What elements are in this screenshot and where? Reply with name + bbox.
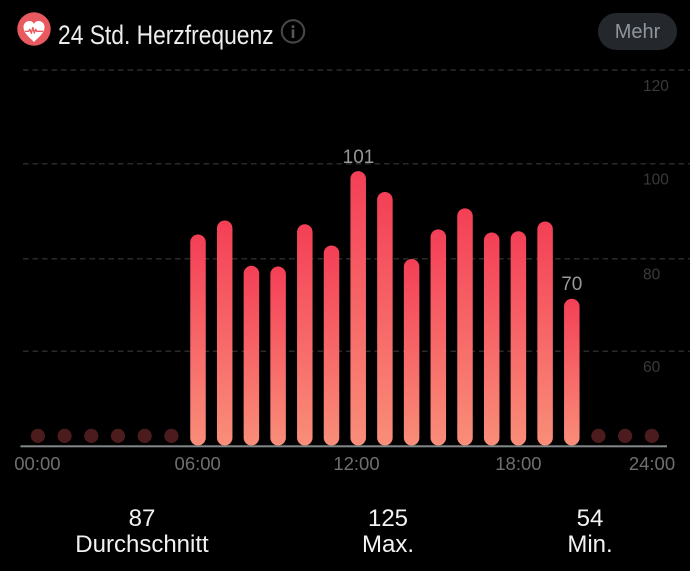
svg-text:100: 100 <box>643 172 669 189</box>
svg-text:120: 120 <box>643 78 669 95</box>
svg-text:12:00: 12:00 <box>333 453 379 474</box>
svg-text:Durchschnitt: Durchschnitt <box>75 531 209 558</box>
svg-text:125: 125 <box>368 505 408 532</box>
svg-text:60: 60 <box>643 359 661 376</box>
svg-text:101: 101 <box>343 147 375 168</box>
svg-text:80: 80 <box>643 267 661 284</box>
svg-text:87: 87 <box>129 505 156 532</box>
svg-text:06:00: 06:00 <box>175 453 221 474</box>
svg-text:Min.: Min. <box>567 531 612 558</box>
svg-text:Max.: Max. <box>362 531 414 558</box>
svg-text:18:00: 18:00 <box>495 453 541 474</box>
svg-text:24:00: 24:00 <box>629 453 675 474</box>
svg-text:70: 70 <box>561 274 582 295</box>
svg-text:00:00: 00:00 <box>14 453 60 474</box>
svg-text:54: 54 <box>577 505 604 532</box>
